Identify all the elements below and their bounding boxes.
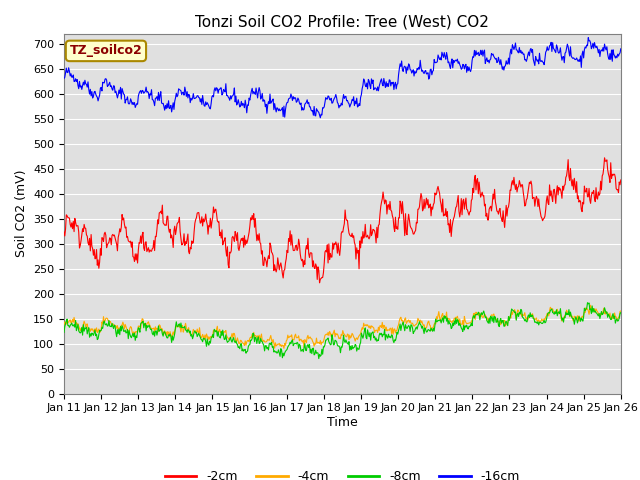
Title: Tonzi Soil CO2 Profile: Tree (West) CO2: Tonzi Soil CO2 Profile: Tree (West) CO2: [195, 15, 490, 30]
Text: TZ_soilco2: TZ_soilco2: [70, 44, 142, 58]
X-axis label: Time: Time: [327, 416, 358, 429]
Y-axis label: Soil CO2 (mV): Soil CO2 (mV): [15, 170, 28, 257]
Legend: -2cm, -4cm, -8cm, -16cm: -2cm, -4cm, -8cm, -16cm: [160, 465, 525, 480]
